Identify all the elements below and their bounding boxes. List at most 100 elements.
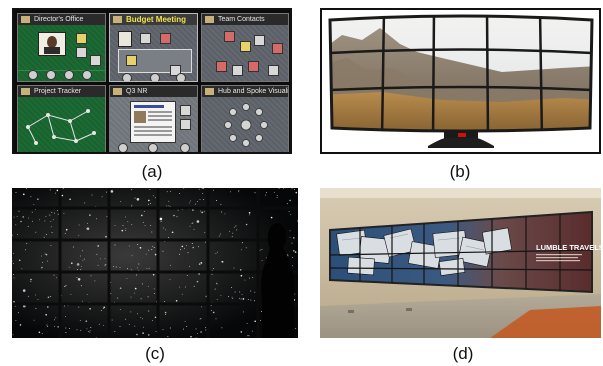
star	[213, 267, 214, 269]
star	[180, 249, 182, 251]
dock-icon	[82, 70, 92, 80]
document-icon	[76, 47, 87, 58]
star	[250, 299, 252, 301]
exhibit-title: LUMBLE TRAVELS	[536, 243, 601, 252]
star	[143, 326, 144, 328]
star	[215, 318, 217, 320]
star	[239, 297, 241, 299]
star	[231, 287, 233, 288]
star	[221, 261, 224, 263]
star	[63, 213, 65, 215]
star	[64, 286, 66, 288]
star	[154, 253, 157, 256]
star	[87, 223, 88, 224]
star	[17, 234, 18, 235]
star	[39, 219, 41, 221]
star	[148, 249, 150, 251]
star	[128, 323, 130, 325]
star	[49, 189, 51, 191]
star	[97, 264, 99, 266]
window-icon	[205, 16, 214, 23]
star	[47, 325, 49, 327]
star	[248, 212, 251, 214]
star	[45, 253, 48, 256]
star	[216, 200, 218, 201]
star	[181, 245, 184, 248]
star	[100, 310, 102, 311]
panel-c-starfield-display-wall	[12, 188, 298, 338]
star	[276, 196, 278, 198]
contact-icon	[224, 31, 235, 42]
star	[105, 264, 107, 266]
star	[130, 311, 132, 313]
star	[73, 246, 74, 248]
star	[224, 213, 226, 215]
file-icon	[180, 119, 191, 130]
window-budget-meeting: Budget Meeting	[109, 13, 198, 82]
star	[152, 273, 155, 276]
star	[104, 264, 106, 266]
star	[171, 231, 174, 234]
star	[169, 327, 171, 329]
star	[23, 193, 25, 196]
star	[140, 298, 142, 300]
file-icon	[126, 55, 137, 66]
star	[139, 247, 142, 249]
star	[78, 224, 80, 226]
star	[192, 246, 194, 249]
star	[138, 263, 140, 265]
star	[297, 220, 298, 222]
star	[146, 267, 148, 269]
star	[47, 306, 49, 308]
star	[18, 210, 20, 212]
star	[289, 199, 291, 202]
star	[151, 249, 153, 250]
star	[84, 202, 86, 204]
star	[145, 253, 147, 255]
star	[159, 217, 163, 221]
dock-icon	[28, 70, 38, 80]
star	[98, 323, 100, 325]
star	[290, 214, 292, 216]
star	[148, 267, 150, 269]
star	[247, 299, 249, 300]
star	[90, 327, 92, 328]
star	[12, 263, 14, 265]
star	[170, 264, 171, 266]
star	[137, 313, 138, 315]
star	[179, 286, 181, 288]
star	[220, 294, 222, 296]
star	[142, 332, 144, 334]
star	[37, 198, 39, 200]
star	[195, 337, 197, 338]
star	[188, 265, 190, 267]
star	[101, 196, 103, 198]
window-title: Team Contacts	[218, 16, 265, 23]
star	[102, 324, 104, 326]
star	[218, 235, 220, 237]
star	[241, 249, 243, 251]
star	[199, 210, 201, 212]
window-title: Budget Meeting	[126, 15, 186, 24]
star	[89, 214, 91, 216]
star	[16, 215, 18, 217]
star	[104, 258, 106, 260]
star	[45, 234, 47, 236]
star	[120, 201, 122, 203]
star	[162, 250, 164, 252]
star	[291, 188, 293, 190]
star	[78, 306, 80, 308]
star	[168, 200, 170, 202]
star	[42, 262, 44, 263]
star	[245, 223, 248, 226]
star	[196, 220, 200, 223]
star	[33, 319, 35, 321]
star	[220, 203, 222, 205]
star	[166, 191, 168, 193]
file-icon	[170, 65, 181, 76]
star	[148, 203, 150, 205]
star	[99, 258, 101, 260]
star	[152, 195, 154, 197]
star	[189, 225, 191, 227]
star	[56, 189, 59, 192]
